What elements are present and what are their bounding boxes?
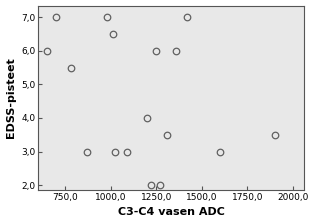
X-axis label: C3-C4 vasen ADC: C3-C4 vasen ADC: [117, 207, 224, 217]
Point: [145, 116, 150, 120]
Point: [85, 150, 90, 153]
Point: [272, 133, 277, 136]
Point: [158, 183, 163, 187]
Point: [68, 66, 73, 69]
Point: [110, 32, 115, 36]
Point: [154, 49, 159, 53]
Point: [45, 49, 50, 53]
Point: [112, 150, 117, 153]
Point: [54, 16, 59, 19]
Point: [185, 16, 190, 19]
Point: [165, 133, 170, 136]
Point: [125, 150, 130, 153]
Point: [174, 49, 179, 53]
Point: [105, 16, 110, 19]
Point: [148, 183, 153, 187]
Point: [218, 150, 223, 153]
Y-axis label: EDSS-pisteet: EDSS-pisteet: [6, 58, 15, 138]
